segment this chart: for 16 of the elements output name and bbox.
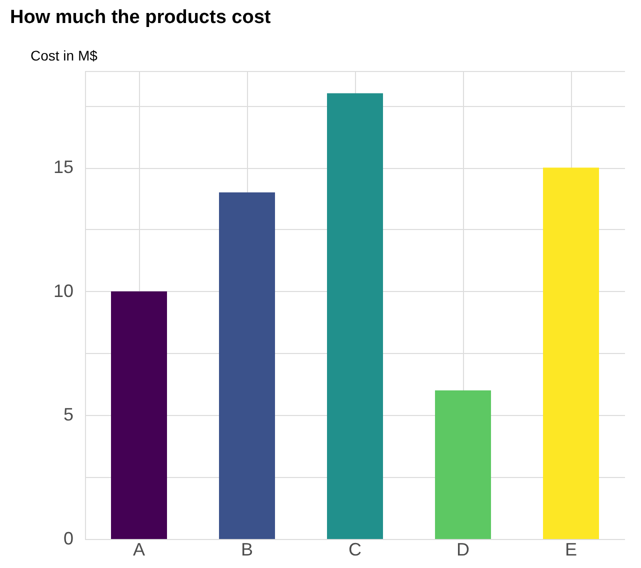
- y-tick-label: 0: [63, 528, 74, 548]
- bar: [543, 168, 599, 539]
- y-tick-label: 10: [53, 280, 74, 301]
- x-tick-label: E: [564, 540, 578, 560]
- y-tick-label: 15: [53, 157, 74, 178]
- y-tick-label: 5: [63, 404, 74, 425]
- bar: [111, 291, 167, 539]
- x-tick-label: B: [240, 540, 254, 560]
- x-tick-label: A: [132, 540, 146, 560]
- bar: [219, 192, 275, 539]
- x-tick-label: C: [348, 540, 362, 560]
- bar: [327, 93, 383, 539]
- chart-title: How much the products cost: [10, 7, 272, 28]
- x-tick-label: D: [456, 540, 470, 560]
- y-axis-title: Cost in M$: [30, 48, 98, 64]
- bar: [435, 390, 491, 539]
